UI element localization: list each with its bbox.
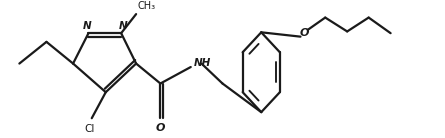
Text: O: O [156,123,165,133]
Text: O: O [299,28,309,38]
Text: NH: NH [194,58,211,68]
Text: Cl: Cl [84,124,95,134]
Text: CH₃: CH₃ [137,2,155,11]
Text: N: N [82,21,91,31]
Text: N: N [119,21,127,31]
